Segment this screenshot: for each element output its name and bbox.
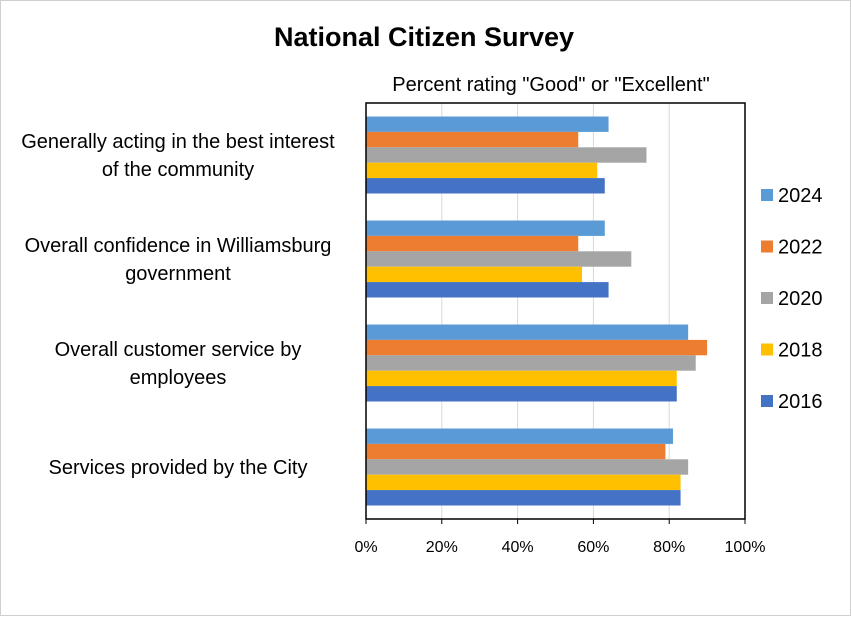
bar bbox=[366, 235, 579, 252]
bar bbox=[366, 443, 666, 460]
category-label: Overall confidence in Williamsburg bbox=[25, 235, 332, 257]
legend-swatch bbox=[761, 240, 773, 253]
x-tick-label: 100% bbox=[725, 539, 766, 556]
x-tick-label: 20% bbox=[426, 539, 458, 556]
bar bbox=[366, 339, 708, 356]
bar bbox=[366, 178, 605, 194]
category-label: Services provided by the City bbox=[48, 457, 307, 479]
bar bbox=[366, 324, 689, 340]
bar bbox=[366, 147, 647, 163]
x-tick-label: 80% bbox=[653, 539, 685, 556]
x-tick-label: 0% bbox=[354, 539, 377, 556]
legend-swatch bbox=[761, 189, 773, 201]
category-label: of the community bbox=[102, 159, 254, 181]
legend-label: 2022 bbox=[778, 237, 823, 259]
bar bbox=[366, 474, 681, 491]
legend-label: 2024 bbox=[778, 185, 823, 207]
plot-area-border bbox=[365, 102, 746, 520]
category-label: government bbox=[125, 263, 231, 285]
bar bbox=[366, 490, 681, 506]
category-label: Generally acting in the best interest bbox=[21, 131, 335, 153]
bar bbox=[366, 459, 689, 475]
bar bbox=[366, 220, 605, 236]
bar bbox=[366, 370, 677, 387]
legend-swatch bbox=[761, 343, 773, 356]
legend-swatch bbox=[761, 292, 773, 304]
bar bbox=[366, 116, 609, 132]
bar bbox=[366, 428, 673, 444]
x-tick-label: 60% bbox=[577, 539, 609, 556]
legend-label: 2018 bbox=[778, 340, 823, 362]
legend-label: 2016 bbox=[778, 391, 823, 413]
category-label: employees bbox=[130, 367, 227, 389]
bar bbox=[366, 131, 579, 148]
bar bbox=[366, 162, 598, 179]
category-label: Overall customer service by bbox=[55, 339, 302, 361]
bar bbox=[366, 266, 583, 283]
x-tick-label: 40% bbox=[502, 539, 534, 556]
bar bbox=[366, 355, 696, 371]
bar bbox=[366, 251, 632, 267]
chart-title: National Citizen Survey bbox=[274, 22, 574, 52]
legend-swatch bbox=[761, 395, 773, 407]
chart-subtitle: Percent rating "Good" or "Excellent" bbox=[392, 74, 709, 96]
bar bbox=[366, 282, 609, 298]
bar bbox=[366, 386, 677, 402]
legend-label: 2020 bbox=[778, 288, 823, 310]
